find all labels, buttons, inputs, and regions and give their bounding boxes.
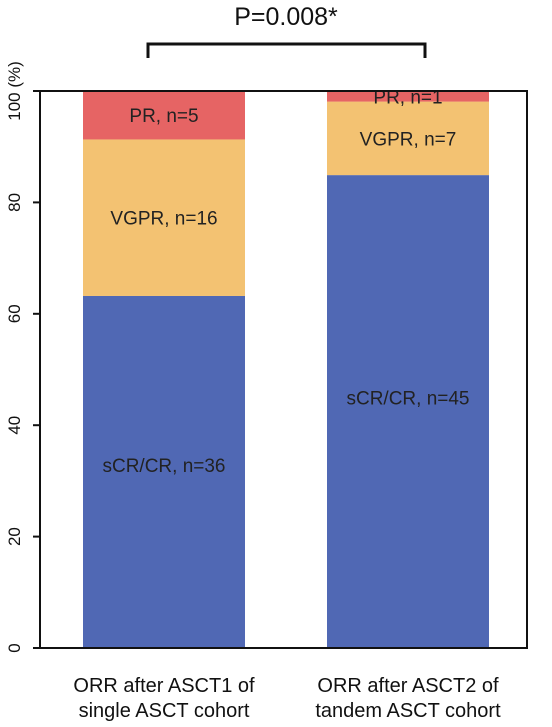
bar-segment-vgpr-1 [83,139,245,296]
p-value-label: P=0.008* [234,3,338,31]
segment-label-scr-cr-2: sCR/CR, n=45 [346,388,469,409]
significance-bracket [146,42,427,58]
segment-labels: sCR/CR, n=36 VGPR, n=16 PR, n=5 sCR/CR, n=4… [102,87,469,477]
segment-label-pr-1: PR, n=5 [129,106,198,127]
y-tick-label-80: 80 [5,193,24,212]
significance-annotation: P=0.008* [146,3,427,58]
x-category-label-2: ORR after ASCT2 of tandem ASCT cohort [315,675,501,722]
plot-frame [39,90,528,649]
segment-label-pr-2: PR, n=1 [373,87,442,108]
y-tick-label-0: 0 [5,643,24,652]
segment-label-vgpr-1: VGPR, n=16 [110,209,217,230]
segment-label-scr-cr-1: sCR/CR, n=36 [102,456,225,477]
y-tick-label-20: 20 [5,527,24,546]
y-tick-label-40: 40 [5,416,24,435]
y-tick-label-100: 100 (%) [5,61,24,121]
bars-layer [83,91,489,648]
x-axis: ORR after ASCT1 of single ASCT cohort ORR … [73,675,501,722]
y-tick-label-60: 60 [5,304,24,323]
x-category-label-1: ORR after ASCT1 of single ASCT cohort [73,675,255,722]
bar-segment-scr-cr-1 [83,295,245,648]
bar-segment-vgpr-2 [327,101,489,176]
bar-segment-pr-1 [83,91,245,140]
bar-segment-scr-cr-2 [327,175,489,648]
bar-segment-pr-2 [327,91,489,102]
y-axis: 0 20 40 60 80 100 (%) [5,61,40,653]
segment-label-vgpr-2: VGPR, n=7 [360,129,457,150]
